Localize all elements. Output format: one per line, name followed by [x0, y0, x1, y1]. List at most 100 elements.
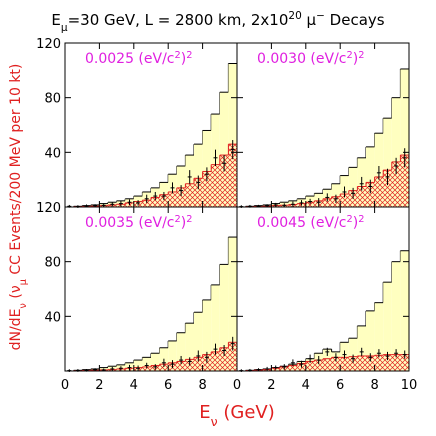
histogram-bar [391, 261, 401, 371]
histogram-bar [383, 282, 392, 371]
histogram-bar [366, 310, 375, 371]
histogram-bar [142, 200, 151, 207]
histogram-bar [176, 332, 186, 371]
histogram-bar [383, 170, 392, 207]
text-part: 2 [358, 214, 364, 225]
histogram-bar [219, 264, 229, 371]
text-part: ν [211, 414, 218, 429]
histogram-bar [228, 63, 237, 207]
histogram-bar [151, 197, 160, 207]
text-part: dN/dE [8, 309, 24, 351]
histogram-bar [228, 237, 237, 371]
histogram-bar [400, 250, 409, 371]
histogram-bar [400, 155, 409, 207]
histogram-bar [391, 161, 401, 207]
histogram-bar [142, 366, 151, 371]
y-tick-label: 120 [36, 201, 61, 216]
text-part: − [316, 10, 325, 22]
text-part: 0.0035 (eV/c [85, 215, 175, 231]
histogram-bar [366, 182, 375, 207]
histogram-bar [383, 118, 392, 207]
histogram-bar [176, 361, 186, 371]
text-part: 2 [175, 214, 181, 225]
histogram-bar [314, 360, 323, 371]
text-part: 20 [288, 10, 301, 22]
text-part: ) [181, 215, 186, 231]
text-part: μ [18, 279, 29, 285]
histogram-bar [391, 97, 401, 207]
y-tick-label: 80 [44, 256, 61, 271]
text-part: 0.0045 (eV/c [257, 215, 347, 231]
x-tick-label: 0 [61, 378, 69, 393]
x-tick-label: 4 [130, 378, 138, 393]
text-part: CC Events/200 MeV per 10 kt) [8, 64, 24, 280]
histogram-bar [400, 68, 409, 207]
x-tick-label: 8 [198, 378, 206, 393]
histogram-bar [211, 284, 220, 371]
histogram-bar [219, 155, 229, 207]
histogram-bar [185, 323, 194, 371]
histogram-bar [400, 354, 409, 371]
histogram-bar [194, 357, 203, 371]
text-part: ν [8, 285, 24, 293]
histogram-bar [194, 178, 203, 207]
x-tick-label: 10 [401, 378, 418, 393]
y-axis-label: dN/dEν (νμ CC Events/200 MeV per 10 kt) [8, 64, 29, 351]
x-tick-label: 2 [267, 378, 275, 393]
histogram-bar [159, 194, 169, 207]
panel-label: 0.0035 (eV/c2)2 [85, 214, 192, 232]
histogram-bar [348, 356, 358, 371]
histogram-bar [211, 351, 220, 371]
histogram-bar [323, 198, 332, 207]
text-part: E [51, 11, 60, 29]
panel-label: 0.0045 (eV/c2)2 [257, 214, 364, 232]
histogram-bar [357, 355, 366, 371]
histogram-bar [348, 167, 358, 207]
histogram-bar [366, 355, 375, 371]
histogram-bar [228, 144, 237, 207]
title: Eμ=30 GeV, L = 2800 km, 2x1020 μ− Decays [51, 10, 384, 34]
x-tick-label: 2 [95, 378, 103, 393]
histogram-bar [185, 183, 194, 207]
text-part: ν [18, 303, 29, 309]
text-part: μ [302, 11, 317, 29]
text-part: 2 [186, 50, 192, 61]
histogram-bar [374, 302, 384, 371]
histogram-bar [159, 364, 169, 371]
panel-frame [236, 206, 410, 372]
panel-label: 0.0025 (eV/c2)2 [85, 50, 192, 68]
histogram-bar [211, 164, 220, 207]
x-tick-label: 8 [370, 378, 378, 393]
histogram-bar [151, 353, 160, 371]
x-tick-label: 6 [336, 378, 344, 393]
histogram-bar [305, 202, 315, 207]
histogram-bar [219, 347, 229, 371]
histogram-bar [168, 191, 177, 207]
histogram-bar [228, 342, 237, 371]
x-tick-label: 0 [233, 378, 241, 393]
x-tick-label: 4 [302, 378, 310, 393]
histogram-bar [305, 361, 315, 371]
histogram-bar [323, 358, 332, 371]
text-part: 2 [347, 214, 353, 225]
histogram-bar [331, 357, 341, 371]
text-part: 2 [358, 50, 364, 61]
histogram-bar [391, 354, 401, 371]
text-part: 0.0025 (eV/c [85, 51, 175, 67]
histogram-bar [202, 299, 212, 371]
x-axis-label: Eν (GeV) [199, 402, 275, 429]
y-tick-label: 40 [44, 146, 61, 161]
histogram-bar [374, 176, 384, 207]
y-tick-label: 80 [44, 92, 61, 107]
text-part: E [199, 402, 210, 423]
text-part: ) [181, 51, 186, 67]
y-tick-label: 40 [44, 310, 61, 325]
text-part: (GeV) [218, 402, 275, 423]
histogram-bar [288, 365, 298, 371]
histogram-bar [383, 354, 392, 371]
text-part: ) [353, 215, 358, 231]
text-part: 2 [347, 50, 353, 61]
panel-label: 0.0030 (eV/c2)2 [257, 50, 364, 68]
text-part: 0.0030 (eV/c [257, 51, 347, 67]
